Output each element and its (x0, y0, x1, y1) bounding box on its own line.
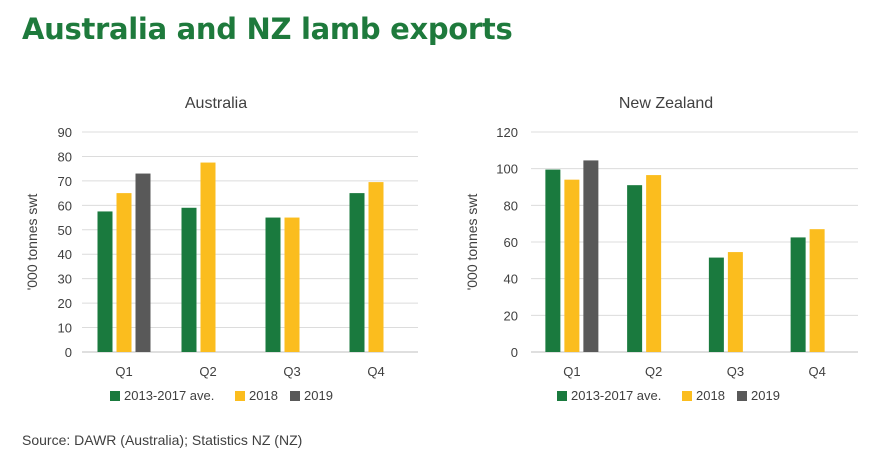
y-tick-label: 40 (504, 272, 518, 287)
x-tick-label: Q1 (115, 364, 132, 379)
y-tick-label: 0 (511, 345, 518, 360)
y-tick-label: 100 (496, 162, 518, 177)
bar-2013-2017-ave-q2 (627, 185, 643, 352)
bar-2019-q1 (135, 173, 151, 352)
chart-title: New Zealand (619, 95, 713, 112)
x-tick-label: Q2 (199, 364, 216, 379)
legend-swatch-2019 (290, 391, 300, 401)
bar-2018-q3 (284, 217, 300, 352)
x-tick-label: Q1 (563, 364, 580, 379)
y-tick-label: 0 (65, 345, 72, 360)
y-tick-label: 60 (504, 235, 518, 250)
x-tick-label: Q4 (808, 364, 825, 379)
chart-title: Australia (185, 95, 247, 112)
bar-2013-2017-ave-q1 (545, 169, 561, 352)
legend-label-2019: 2019 (751, 388, 780, 403)
chart-new-zealand: New Zealand '000 tonnes swt 0 20 40 60 80 100 12… (464, 95, 858, 403)
legend-swatch-2019 (737, 391, 747, 401)
y-tick-label: 70 (58, 174, 72, 189)
y-tick-label: 90 (58, 125, 72, 140)
bar-2018-q3 (727, 252, 743, 352)
y-tick-label: 30 (58, 272, 72, 287)
y-tick-label: 40 (58, 247, 72, 262)
legend-label-2018: 2018 (249, 388, 278, 403)
legend-label-2018: 2018 (696, 388, 725, 403)
y-tick-label: 80 (504, 198, 518, 213)
legend-swatch-2013-2017-ave (557, 391, 567, 401)
x-tick-label: Q2 (645, 364, 662, 379)
y-tick-label: 120 (496, 125, 518, 140)
y-tick-label: 10 (58, 321, 72, 336)
legend-swatch-2013-2017-ave (110, 391, 120, 401)
page-title: Australia and NZ lamb exports (22, 12, 513, 46)
legend-label-2019: 2019 (304, 388, 333, 403)
bar-2013-2017-ave-q4 (349, 193, 365, 352)
bar-2013-2017-ave-q3 (265, 217, 281, 352)
y-axis-label: '000 tonnes swt (464, 193, 480, 290)
bar-2019-q1 (583, 160, 599, 352)
x-tick-label: Q3 (283, 364, 300, 379)
source-note: Source: DAWR (Australia); Statistics NZ … (22, 432, 303, 448)
x-tick-label: Q4 (367, 364, 384, 379)
y-tick-label: 20 (58, 296, 72, 311)
bar-2013-2017-ave-q2 (181, 207, 197, 352)
bar-2018-q1 (116, 193, 132, 352)
bar-2013-2017-ave-q4 (790, 237, 806, 352)
legend-label-2013-2017-ave: 2013-2017 ave. (124, 388, 214, 403)
bar-2018-q2 (646, 175, 662, 352)
y-axis-label: '000 tonnes swt (24, 193, 40, 290)
legend-swatch-2018 (235, 391, 245, 401)
bar-2018-q2 (200, 162, 216, 352)
chart-australia: Australia '000 tonnes swt 0 10 20 30 40 50 60 70 8… (24, 95, 418, 403)
bar-2018-q4 (809, 229, 825, 352)
y-tick-label: 80 (58, 149, 72, 164)
legend-swatch-2018 (682, 391, 692, 401)
bar-2013-2017-ave-q1 (97, 211, 113, 352)
bar-2018-q1 (564, 179, 580, 352)
y-tick-label: 20 (504, 308, 518, 323)
x-tick-label: Q3 (727, 364, 744, 379)
bar-2013-2017-ave-q3 (708, 257, 724, 352)
y-tick-label: 60 (58, 198, 72, 213)
legend-label-2013-2017-ave: 2013-2017 ave. (571, 388, 661, 403)
bar-2018-q4 (368, 182, 384, 352)
y-tick-label: 50 (58, 223, 72, 238)
